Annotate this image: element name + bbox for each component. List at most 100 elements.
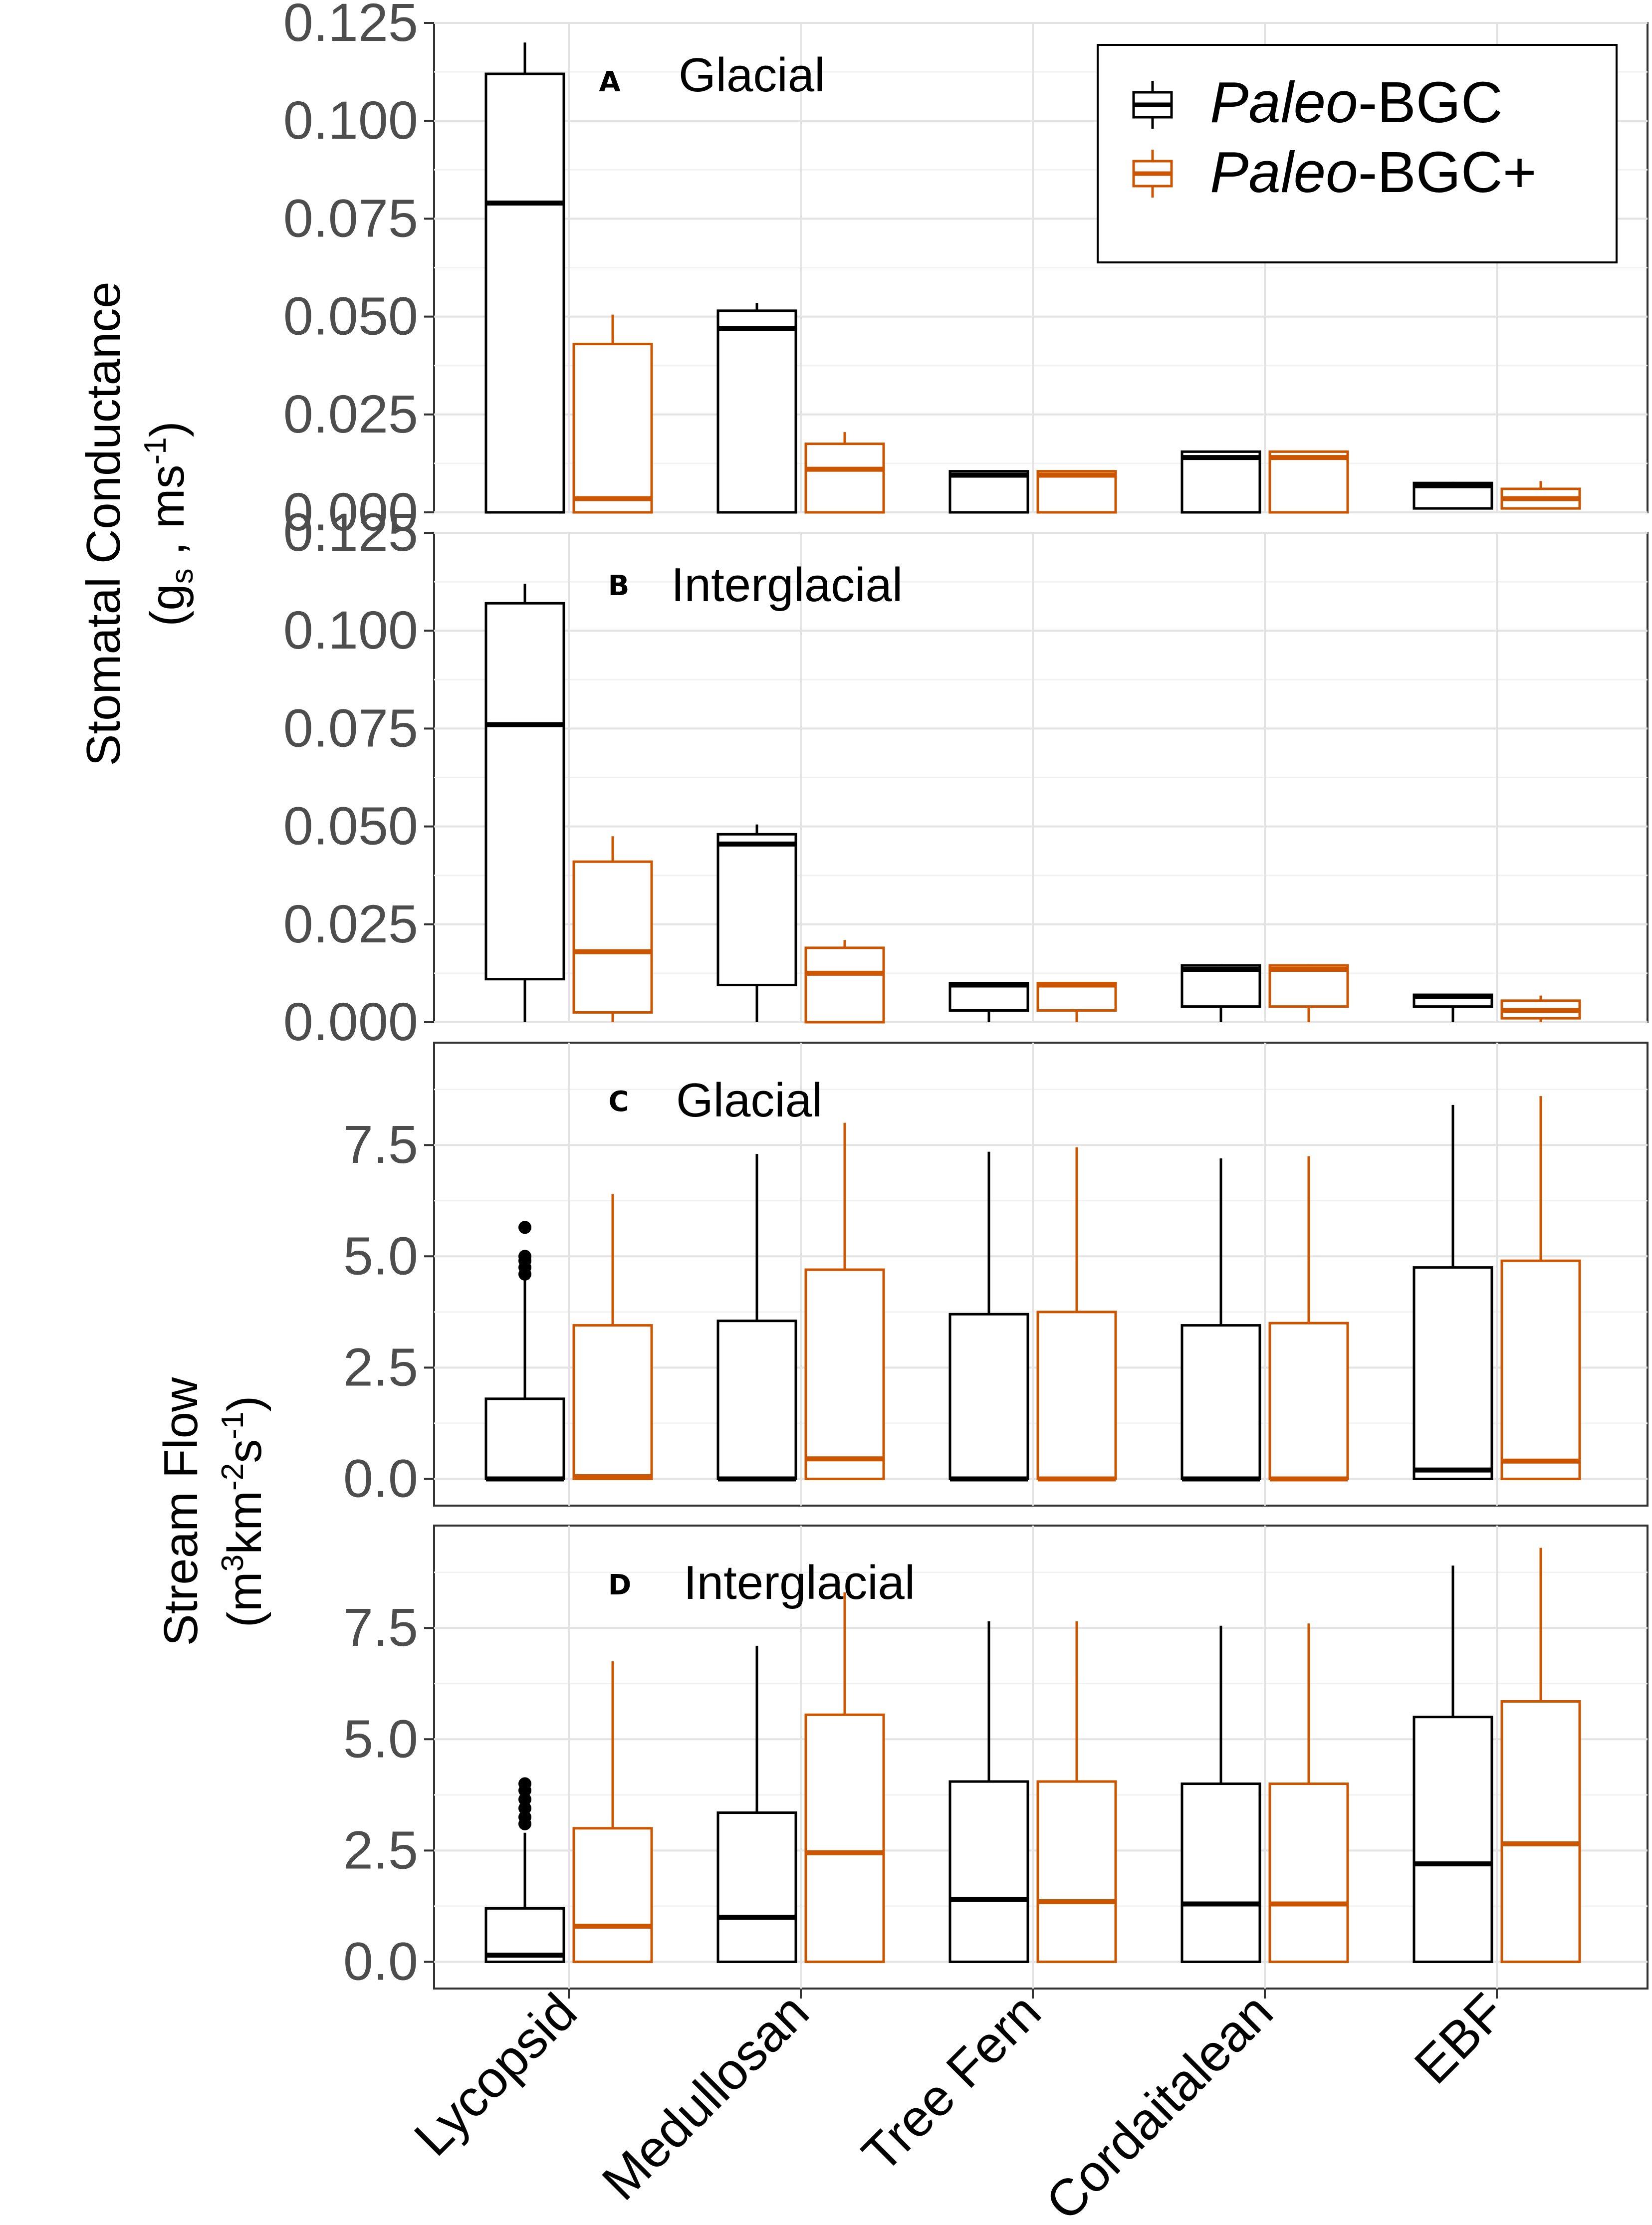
panel-d-y-tick-label: 7.5: [343, 1597, 418, 1657]
box-cordaitalean-paleo-bgc: [1180, 1158, 1261, 1482]
box-cordaitalean-paleo-bgc: [1180, 1625, 1261, 1963]
box-lycopsid-paleo-bgc: [484, 42, 565, 514]
panel-d-y-axis: 0.0 2.5 5.0 7.5: [343, 1597, 1498, 1999]
x-label-medullosan: Medullosan: [591, 1983, 820, 2211]
panel-b-y-tick-label: 0.125: [283, 502, 418, 562]
outlier-point: [518, 1221, 531, 1234]
box-lycopsid-paleo-bgc: [484, 584, 565, 1022]
panel-c-y-tick-label: 0.0: [343, 1448, 418, 1508]
panel-a-y-tick-label: 0.100: [283, 90, 418, 150]
panel-c-y-tick-label: 2.5: [343, 1336, 418, 1397]
box-medullosan-paleo-bgc-plus: [804, 940, 885, 1024]
box-iqr: [1036, 470, 1117, 514]
box-tree-fern-paleo-bgc: [948, 470, 1029, 514]
box-tree-fern-paleo-bgc-plus: [1036, 982, 1117, 1022]
panel-c-y-tick-label: 7.5: [343, 1114, 418, 1174]
panel-b-y-tick-label: 0.000: [283, 991, 418, 1052]
box-tree-fern-paleo-bgc: [948, 982, 1029, 1022]
box-tree-fern-paleo-bgc-plus: [1036, 1621, 1117, 1963]
box-iqr: [1268, 964, 1349, 1008]
legend-label-paleo-bgc: Paleo-BGC: [1210, 70, 1503, 135]
panel-a-letter: A: [599, 66, 621, 98]
box-lycopsid-paleo-bgc-plus: [572, 314, 653, 514]
box-tree-fern-paleo-bgc: [948, 1151, 1029, 1482]
y-title-stream-line1: Stream Flow: [154, 1377, 208, 1646]
panel-b-y-tick-label: 0.075: [283, 697, 418, 758]
panel-c-y-axis: 0.0 2.5 5.0 7.5: [343, 1114, 434, 1508]
box-medullosan-paleo-bgc-plus: [804, 1592, 885, 1963]
box-iqr: [1268, 450, 1349, 514]
box-iqr: [1500, 1259, 1581, 1480]
x-label-cordaitalean: Cordaitalean: [1035, 1983, 1284, 2225]
panel-c-boxes: [484, 1096, 1581, 1482]
box-cordaitalean-paleo-bgc: [1180, 450, 1261, 514]
panel-d-y-tick-label: 5.0: [343, 1708, 418, 1769]
panel-d-boxes: [484, 1548, 1581, 1963]
box-iqr: [1036, 1780, 1117, 1963]
box-iqr: [1268, 1322, 1349, 1480]
box-medullosan-paleo-bgc-plus: [804, 1122, 885, 1480]
panel-b-y-tick-label: 0.100: [283, 600, 418, 660]
box-iqr: [1413, 1716, 1493, 1963]
legend-key-paleo-bgc-plus: [1132, 150, 1173, 198]
box-iqr: [1268, 1782, 1349, 1963]
box-lycopsid-paleo-bgc: [484, 1777, 565, 1963]
box-cordaitalean-paleo-bgc-plus: [1268, 964, 1349, 1022]
panel-b-grid: [434, 532, 1648, 1023]
box-tree-fern-paleo-bgc-plus: [1036, 1147, 1117, 1482]
box-ebf-paleo-bgc: [1413, 993, 1493, 1022]
y-title-stomatal-line2: (gs , ms-1): [138, 421, 200, 626]
legend-frame: [1097, 44, 1618, 263]
panel-c-glacial-streamflow: 0.0 2.5 5.0 7.5 C Glacial: [343, 1042, 1649, 1508]
y-title-stream-line2: (m3km-2s-1): [216, 1396, 271, 1628]
box-iqr: [716, 309, 797, 514]
box-iqr: [572, 1827, 653, 1963]
panel-d-y-tick-label: 0.0: [343, 1931, 418, 1991]
legend-key-paleo-bgc: [1132, 81, 1173, 129]
box-medullosan-paleo-bgc: [716, 1154, 797, 1482]
outlier-point: [518, 1250, 531, 1263]
box-ebf-paleo-bgc: [1413, 1565, 1493, 1963]
box-iqr: [1413, 1266, 1493, 1480]
box-iqr: [484, 1397, 565, 1480]
box-iqr: [804, 946, 885, 1024]
box-medullosan-paleo-bgc: [716, 1645, 797, 1963]
box-iqr: [716, 1811, 797, 1963]
box-iqr: [484, 602, 565, 981]
legend: Paleo-BGC Paleo-BGC+: [1097, 44, 1618, 263]
panel-a-y-tick-label: 0.050: [283, 286, 418, 346]
panel-a-title: Glacial: [679, 48, 825, 102]
box-lycopsid-paleo-bgc-plus: [572, 836, 653, 1022]
box-iqr: [572, 1324, 653, 1480]
panel-b-interglacial-stomatal: 0.000 0.025 0.050 0.075 0.100 0.125 B Intergl…: [283, 502, 1649, 1052]
box-lycopsid-paleo-bgc-plus: [572, 1194, 653, 1480]
box-iqr: [1036, 982, 1117, 1012]
box-cordaitalean-paleo-bgc-plus: [1268, 450, 1349, 514]
box-ebf-paleo-bgc-plus: [1500, 1548, 1581, 1963]
box-iqr: [1180, 450, 1261, 514]
x-label-ebf: EBF: [1404, 1983, 1516, 2095]
box-tree-fern-paleo-bgc-plus: [1036, 470, 1117, 514]
box-cordaitalean-paleo-bgc-plus: [1268, 1156, 1349, 1482]
box-iqr: [804, 443, 885, 514]
box-iqr: [484, 72, 565, 514]
panel-b-letter: B: [608, 570, 630, 602]
box-medullosan-paleo-bgc: [716, 824, 797, 1022]
panel-b-boxes: [484, 584, 1581, 1024]
panel-a-y-tick-label: 0.075: [283, 188, 418, 248]
box-iqr: [948, 1313, 1029, 1480]
panel-d-interglacial-streamflow: 0.0 2.5 5.0 7.5 D Interglacial: [343, 1525, 1649, 1999]
box-ebf-paleo-bgc-plus: [1500, 1096, 1581, 1480]
box-iqr: [572, 343, 653, 514]
y-axis-title-stomatal: Stomatal Conductance (gs , ms-1): [77, 281, 200, 766]
outlier-point: [518, 1792, 531, 1806]
panel-b-title: Interglacial: [671, 558, 903, 612]
box-iqr: [1500, 1700, 1581, 1963]
y-axis-title-stream: Stream Flow (m3km-2s-1): [154, 1377, 271, 1646]
panel-c-title: Glacial: [676, 1074, 822, 1127]
x-label-lycopsid: Lycopsid: [404, 1983, 588, 2167]
panel-d-y-tick-label: 2.5: [343, 1819, 418, 1880]
panel-a-boxes: [484, 42, 1581, 514]
